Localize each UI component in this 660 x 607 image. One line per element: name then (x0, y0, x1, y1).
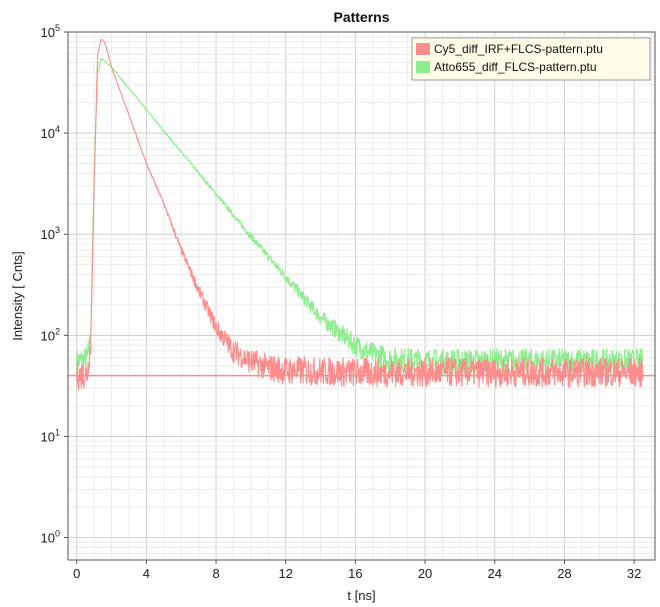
x-tick-label: 8 (212, 566, 219, 581)
x-tick-label: 16 (348, 566, 362, 581)
y-tick-label: 105 (41, 23, 60, 40)
x-tick-label: 32 (627, 566, 641, 581)
series-line (76, 38, 644, 391)
y-axis-label: Intensity [ Cnts] (10, 251, 25, 341)
legend-entry: Cy5_diff_IRF+FLCS-pattern.ptu (434, 42, 603, 56)
y-tick-label: 104 (41, 124, 60, 141)
series-line (76, 57, 644, 376)
x-tick-label: 20 (418, 566, 432, 581)
grid (68, 31, 655, 561)
x-tick-label: 4 (143, 566, 150, 581)
y-axis-ticks: 100 101 102 103 104 105 (41, 23, 68, 546)
legend-box (411, 37, 651, 81)
x-axis-label: t [ns] (347, 588, 375, 603)
y-tick-label: 103 (41, 225, 60, 242)
x-tick-label: 24 (488, 566, 502, 581)
series-layer (68, 38, 655, 391)
y-tick-label: 100 (41, 529, 60, 546)
legend-swatch (416, 61, 430, 73)
x-tick-label: 0 (73, 566, 80, 581)
x-tick-label: 12 (278, 566, 292, 581)
x-axis-ticks: 0 4 8 12 16 20 24 28 32 (73, 560, 641, 581)
plot-frame (67, 31, 656, 561)
legend: Cy5_diff_IRF+FLCS-pattern.ptu Atto655_di… (411, 37, 651, 81)
legend-swatch (416, 43, 430, 55)
y-tick-label: 102 (41, 326, 60, 343)
x-tick-label: 28 (557, 566, 571, 581)
y-tick-label: 101 (41, 427, 60, 444)
legend-entry: Atto655_diff_FLCS-pattern.ptu (434, 60, 597, 74)
chart-title: Patterns (333, 9, 389, 25)
